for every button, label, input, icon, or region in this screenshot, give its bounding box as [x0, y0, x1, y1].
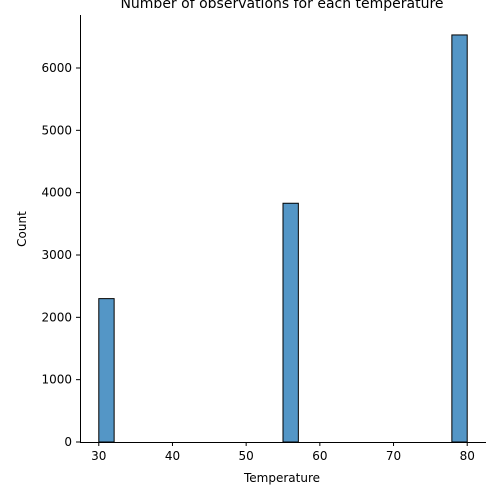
- y-tick-label: 1000: [41, 373, 72, 387]
- x-axis-ticks: 30 40 50 60 70 80: [91, 442, 475, 463]
- x-tick-label: 70: [386, 449, 401, 463]
- y-tick-label: 6000: [41, 61, 72, 75]
- y-axis-ticks: 0 1000 2000 3000 4000 5000 6000: [41, 61, 80, 449]
- x-tick-label: 60: [312, 449, 327, 463]
- y-tick-label: 3000: [41, 248, 72, 262]
- x-axis-label: Temperature: [243, 471, 320, 485]
- x-tick-label: 40: [165, 449, 180, 463]
- y-tick-label: 4000: [41, 186, 72, 200]
- x-tick-label: 50: [239, 449, 254, 463]
- x-tick-label: 30: [91, 449, 106, 463]
- y-tick-label: 5000: [41, 123, 72, 137]
- histogram-bar-1: [282, 202, 299, 443]
- y-tick-label: 0: [64, 435, 72, 449]
- chart-title: Number of observations for each temperat…: [120, 0, 443, 12]
- histogram-bar-2: [451, 34, 468, 443]
- histogram-bar-0: [98, 298, 115, 443]
- y-tick-label: 2000: [41, 310, 72, 324]
- y-axis-label: Count: [15, 211, 29, 247]
- x-tick-label: 80: [460, 449, 475, 463]
- bars-group: [98, 34, 468, 443]
